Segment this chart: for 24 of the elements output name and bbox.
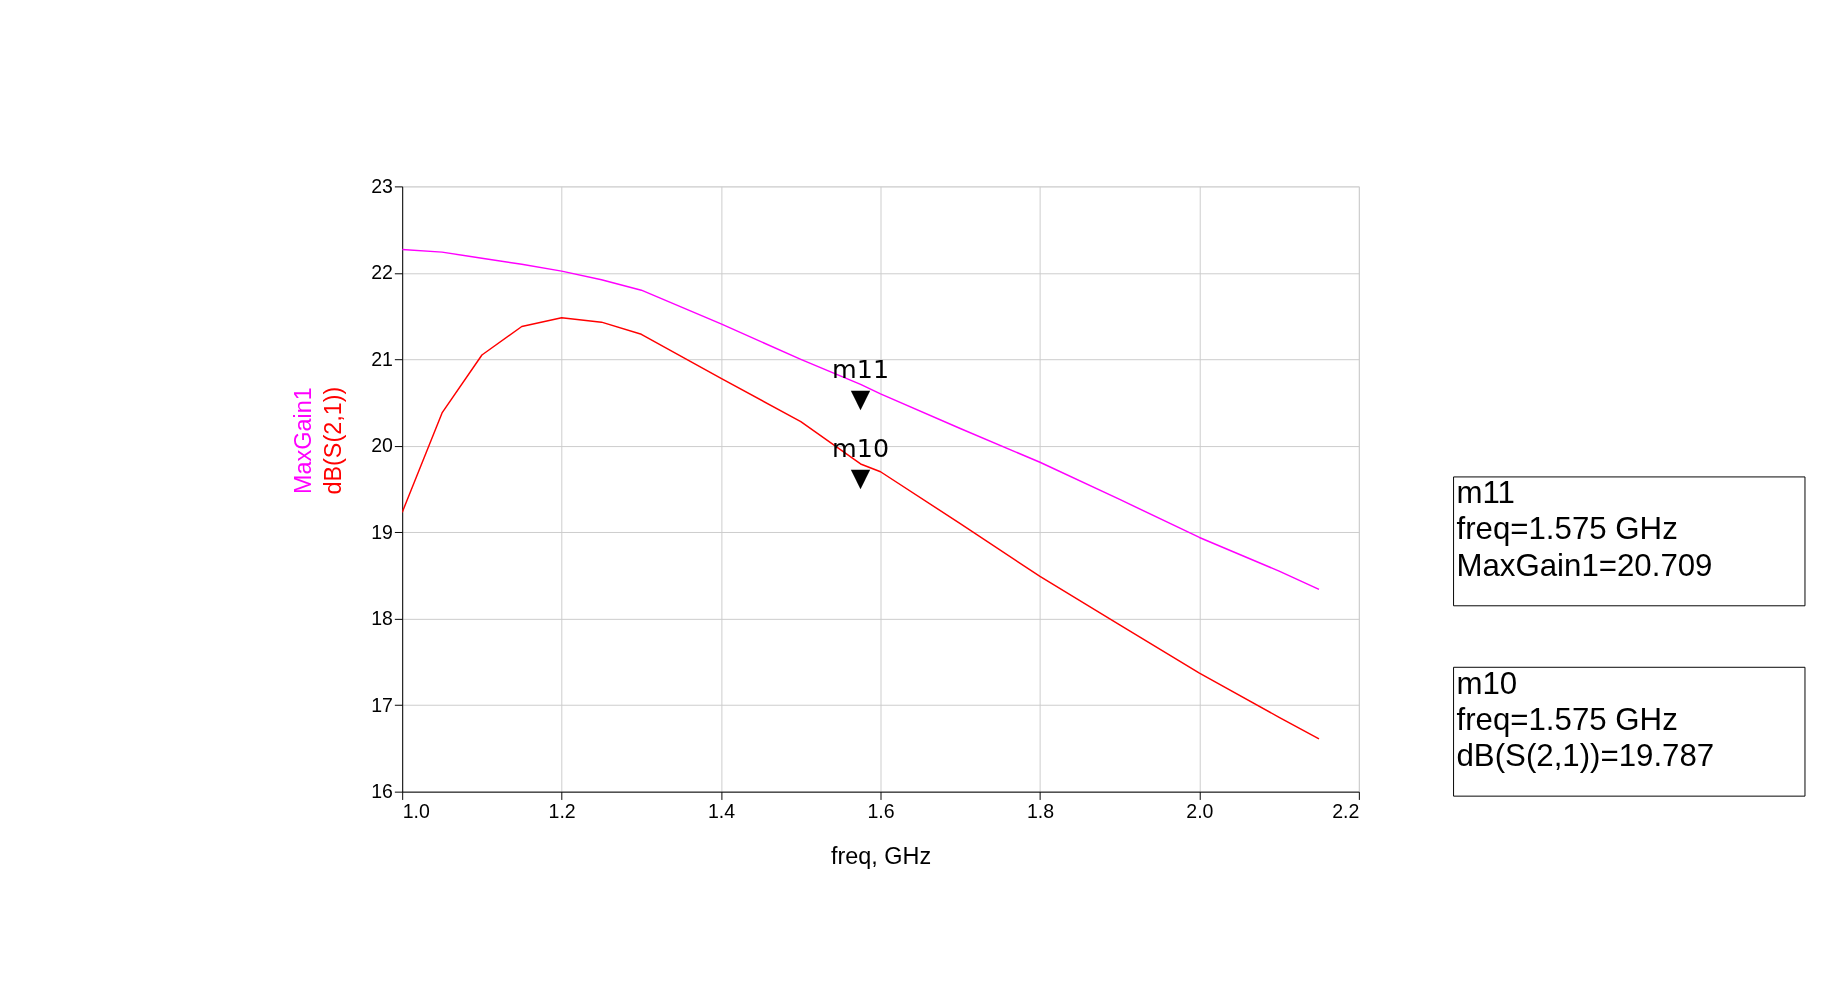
y-tick-label: 21 [371, 347, 393, 370]
line-series [402, 248, 1320, 591]
text: m10 freq=1.575 GHz dB(S(2,1))=19.787 [1456, 665, 1715, 773]
x-tick-label: 2.0 [1186, 799, 1214, 822]
y-tick-label: 23 [371, 174, 393, 197]
x-tick-label: 1.6 [867, 799, 895, 822]
text: dB(S(2,1)) [319, 386, 346, 495]
y-tick-label: 17 [371, 693, 393, 716]
x-tick-label: 1.0 [402, 799, 430, 822]
y-tick-label: 19 [371, 520, 393, 543]
x-tick-label: 1.2 [548, 799, 576, 822]
x-tick-label: 1.8 [1026, 799, 1055, 822]
x-axis-title: freq, GHz [830, 843, 932, 870]
text: m11 freq=1.575 GHz MaxGain1=20.709 [1456, 475, 1713, 583]
annotation: m11 ▼ [832, 353, 890, 413]
y-tick-label: 16 [371, 780, 393, 802]
line-series [402, 317, 1320, 740]
x-tick-label: 2.2 [1332, 799, 1360, 822]
annotation: m10 ▼ [832, 433, 890, 493]
y-tick-label: 18 [371, 607, 393, 630]
x-tick-label: 1.4 [708, 799, 736, 822]
y-tick-label: 20 [371, 434, 394, 457]
text: MaxGain1 [290, 387, 317, 494]
y-tick-label: 22 [371, 261, 393, 284]
